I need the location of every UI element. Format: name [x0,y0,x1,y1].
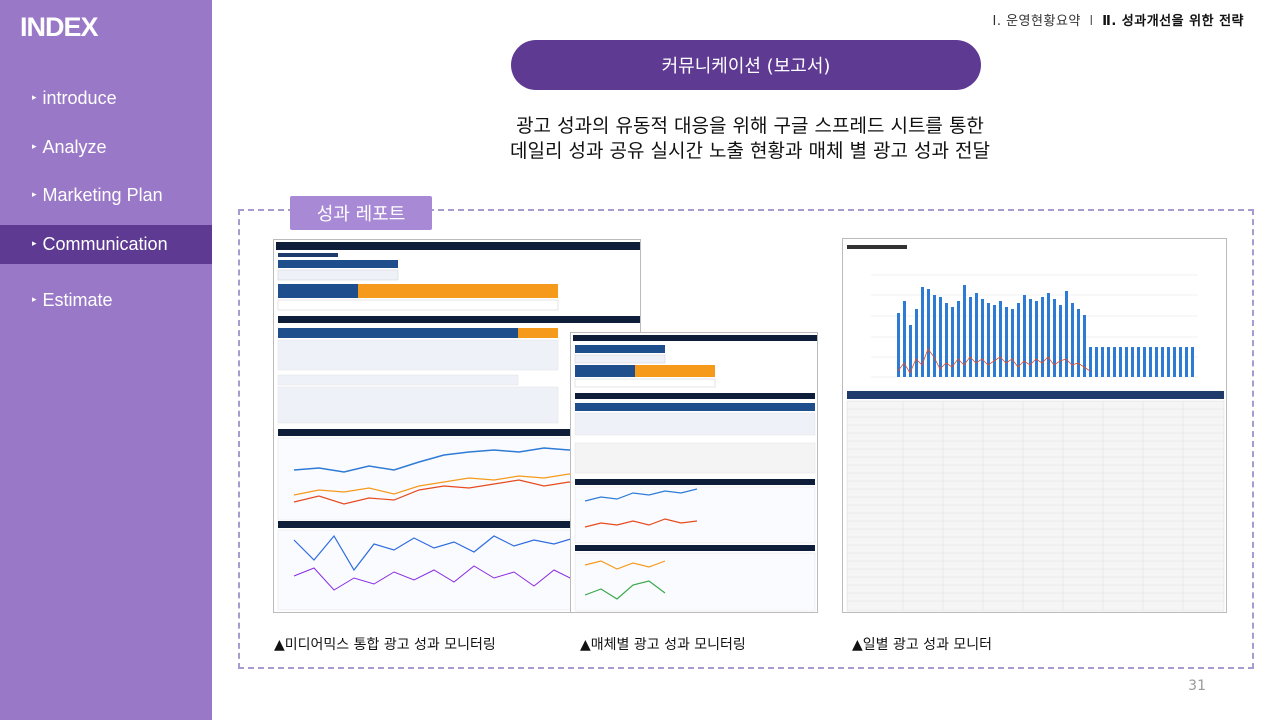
sidebar-item-communication[interactable]: ▸ Communication [0,225,212,264]
page-number: 31 [1188,678,1206,694]
breadcrumb-section-1[interactable]: Ⅰ. 운영현황요약 [992,14,1081,29]
sidebar-item-introduce[interactable]: ▸ introduce [0,79,212,117]
breadcrumb-separator: l [1089,14,1094,29]
breadcrumb-section-2[interactable]: Ⅱ. 성과개선을 위한 전략 [1102,14,1244,29]
sidebar-item-label: Estimate [42,289,113,310]
caption-per-media: ▲매체별 광고 성과 모니터링 [580,637,746,653]
daily-report-thumbnail[interactable] [842,238,1227,613]
bullet-icon: ▸ [32,188,37,199]
sidebar-item-label: Marketing Plan [42,184,163,205]
page-subtitle: 광고 성과의 유동적 대응을 위해 구글 스프레드 시트를 통한 데일리 성과 … [440,114,1060,164]
bullet-icon: ▸ [32,140,37,151]
sidebar-item-estimate[interactable]: ▸ Estimate [0,281,212,319]
sidebar-item-label: introduce [42,87,117,108]
per-media-report-image [573,335,817,612]
breadcrumb: Ⅰ. 운영현황요약 l Ⅱ. 성과개선을 위한 전략 [993,10,1245,29]
caption-daily: ▲일별 광고 성과 모니터 [852,637,993,653]
sidebar: INDEX ▸ introduce ▸ Analyze ▸ Marketing … [0,0,212,720]
sidebar-item-label: Analyze [42,136,107,157]
per-media-report-thumbnail[interactable] [570,332,818,613]
sidebar-title: INDEX [20,12,99,42]
bullet-icon: ▸ [32,238,37,248]
subtitle-line-2: 데일리 성과 공유 실시간 노출 현황과 매체 별 광고 성과 전달 [510,140,990,162]
report-tag: 성과 레포트 [290,196,432,230]
media-mix-report-image [276,242,640,611]
sidebar-item-marketing-plan[interactable]: ▸ Marketing Plan [0,176,212,214]
report-frame [238,209,1254,669]
sidebar-item-analyze[interactable]: ▸ Analyze [0,128,212,166]
sidebar-item-label: Communication [42,234,168,254]
bullet-icon: ▸ [32,293,37,304]
daily-report-image [846,245,1225,612]
subtitle-line-1: 광고 성과의 유동적 대응을 위해 구글 스프레드 시트를 통한 [516,115,984,137]
page-title-pill: 커뮤니케이션 (보고서) [511,40,981,90]
caption-media-mix: ▲미디어믹스 통합 광고 성과 모니터링 [274,637,496,653]
bullet-icon: ▸ [32,91,37,102]
